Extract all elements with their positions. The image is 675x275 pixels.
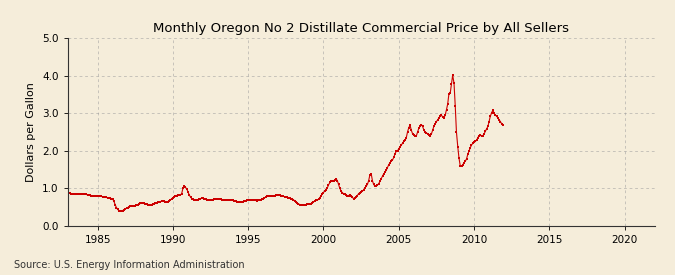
Title: Monthly Oregon No 2 Distillate Commercial Price by All Sellers: Monthly Oregon No 2 Distillate Commercia… [153,21,569,35]
Y-axis label: Dollars per Gallon: Dollars per Gallon [26,82,36,182]
Text: Source: U.S. Energy Information Administration: Source: U.S. Energy Information Administ… [14,260,244,270]
